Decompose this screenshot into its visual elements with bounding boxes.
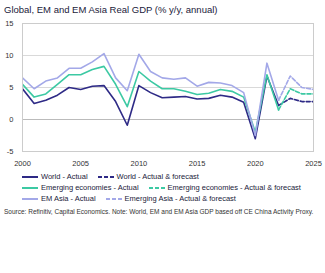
svg-text:2005: 2005 [72,159,89,168]
html-text:World - Actual: World - Actual [41,172,88,181]
svg-text:-5: -5 [7,147,14,156]
html-text:Emerging Asia - Actual & forec: Emerging Asia - Actual & forecast [124,194,236,203]
html-text:Emerging economies - Actual: Emerging economies - Actual [41,183,139,192]
html-text:World - Actual & forecast: World - Actual & forecast [116,172,199,181]
svg-text:0: 0 [9,115,13,124]
html-text:Global, EM and EM Asia Real GD: Global, EM and EM Asia Real GDP (% y/y, … [4,4,218,15]
svg-text:2020: 2020 [247,159,264,168]
svg-text:5: 5 [9,83,13,92]
svg-text:2015: 2015 [189,159,206,168]
html-text:EM Asia - Actual: EM Asia - Actual [41,194,96,203]
svg-text:2010: 2010 [131,159,148,168]
svg-text:15: 15 [5,19,13,28]
html-text:Emerging economies - Actual &: Emerging economies - Actual & forecast [167,183,301,192]
svg-text:10: 10 [5,51,13,60]
svg-text:2025: 2025 [305,159,322,168]
html-text:Source: Refinitiv, Capital Eco: Source: Refinitiv, Capital Economics. No… [4,208,314,215]
svg-text:2000: 2000 [14,159,31,168]
